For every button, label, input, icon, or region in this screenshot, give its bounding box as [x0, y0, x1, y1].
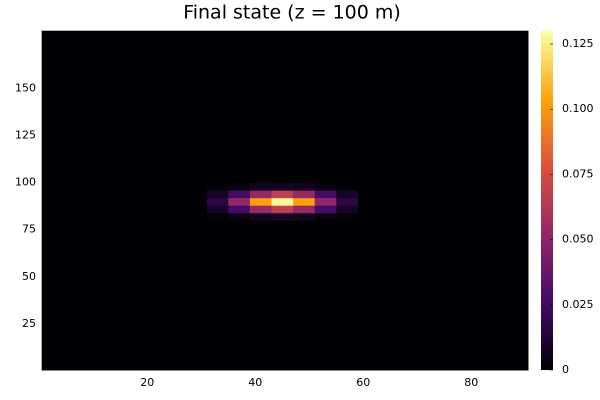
heat-cell: [206, 182, 229, 191]
heat-cell: [42, 182, 208, 191]
heat-cell: [314, 220, 337, 371]
heat-cell: [228, 31, 251, 184]
heat-cell: [336, 31, 359, 184]
heat-cell: [206, 212, 229, 221]
heat-cell: [271, 190, 294, 199]
heat-cell: [336, 190, 359, 199]
heat-cell: [249, 197, 272, 206]
heat-cell: [249, 212, 272, 221]
heat-cell: [293, 220, 316, 371]
heat-cell: [42, 212, 208, 221]
heat-cell: [357, 212, 529, 221]
y-tick-label: 125: [15, 129, 36, 142]
x-tick-label: 80: [464, 376, 478, 389]
y-tick-label: 100: [15, 176, 36, 189]
heat-cell: [314, 212, 337, 221]
heat-cell: [206, 31, 229, 184]
heat-cell: [293, 31, 316, 184]
heat-cell: [228, 182, 251, 191]
colorbar-tick-label: 0.050: [562, 233, 594, 246]
heat-cell: [271, 182, 294, 191]
heat-cell: [314, 205, 337, 214]
heat-cell: [228, 190, 251, 199]
heat-cell: [293, 205, 316, 214]
heat-cell: [249, 190, 272, 199]
heat-cell: [42, 190, 208, 199]
heat-cell: [42, 220, 208, 371]
heat-cell: [228, 205, 251, 214]
heat-cell: [357, 197, 529, 206]
heat-cell: [228, 197, 251, 206]
y-tick-label: 25: [22, 317, 36, 330]
heat-cell: [314, 31, 337, 184]
heat-cell: [42, 31, 208, 184]
x-tick-label: 40: [248, 376, 262, 389]
heat-cell: [249, 182, 272, 191]
heat-cell: [336, 205, 359, 214]
heat-cell: [271, 197, 294, 206]
y-tick-label: 150: [15, 81, 36, 94]
heat-cell: [206, 205, 229, 214]
x-tick-label: 60: [356, 376, 370, 389]
heat-cell: [293, 190, 316, 199]
heat-cell: [271, 31, 294, 184]
heat-cell: [206, 220, 229, 371]
heat-cell: [357, 182, 529, 191]
heat-cell: [336, 182, 359, 191]
heat-cell: [42, 197, 208, 206]
plot-frame: [41, 30, 529, 371]
heat-cell: [271, 205, 294, 214]
heat-cell: [357, 31, 529, 184]
colorbar-tick-label: 0.100: [562, 102, 594, 115]
heat-cell: [357, 220, 529, 371]
heat-cell: [228, 220, 251, 371]
colorbar-tick-label: 0: [562, 363, 569, 376]
heat-cell: [314, 182, 337, 191]
heat-cell: [314, 197, 337, 206]
heat-cell: [249, 220, 272, 371]
heat-cell: [271, 220, 294, 371]
heat-cell: [271, 212, 294, 221]
heat-cell: [293, 212, 316, 221]
x-tick-label: 20: [140, 376, 154, 389]
colorbar: [541, 31, 553, 370]
heat-cell: [249, 205, 272, 214]
heat-cell: [293, 182, 316, 191]
heat-cell: [336, 220, 359, 371]
heat-cell: [42, 205, 208, 214]
y-tick-label: 75: [22, 223, 36, 236]
colorbar-tick-label: 0.075: [562, 167, 594, 180]
chart-title: Final state (z = 100 m): [183, 2, 401, 24]
colorbar-tick-label: 0.025: [562, 298, 594, 311]
heat-cell: [357, 205, 529, 214]
heat-cell: [336, 197, 359, 206]
heat-cell: [293, 197, 316, 206]
heat-cell: [206, 197, 229, 206]
heat-cell: [336, 212, 359, 221]
colorbar-tick-label: 0.125: [562, 37, 594, 50]
heat-cell: [249, 31, 272, 184]
heat-cell: [357, 190, 529, 199]
y-tick-label: 50: [22, 270, 36, 283]
heat-cell: [206, 190, 229, 199]
heat-cell: [228, 212, 251, 221]
heat-cell: [314, 190, 337, 199]
